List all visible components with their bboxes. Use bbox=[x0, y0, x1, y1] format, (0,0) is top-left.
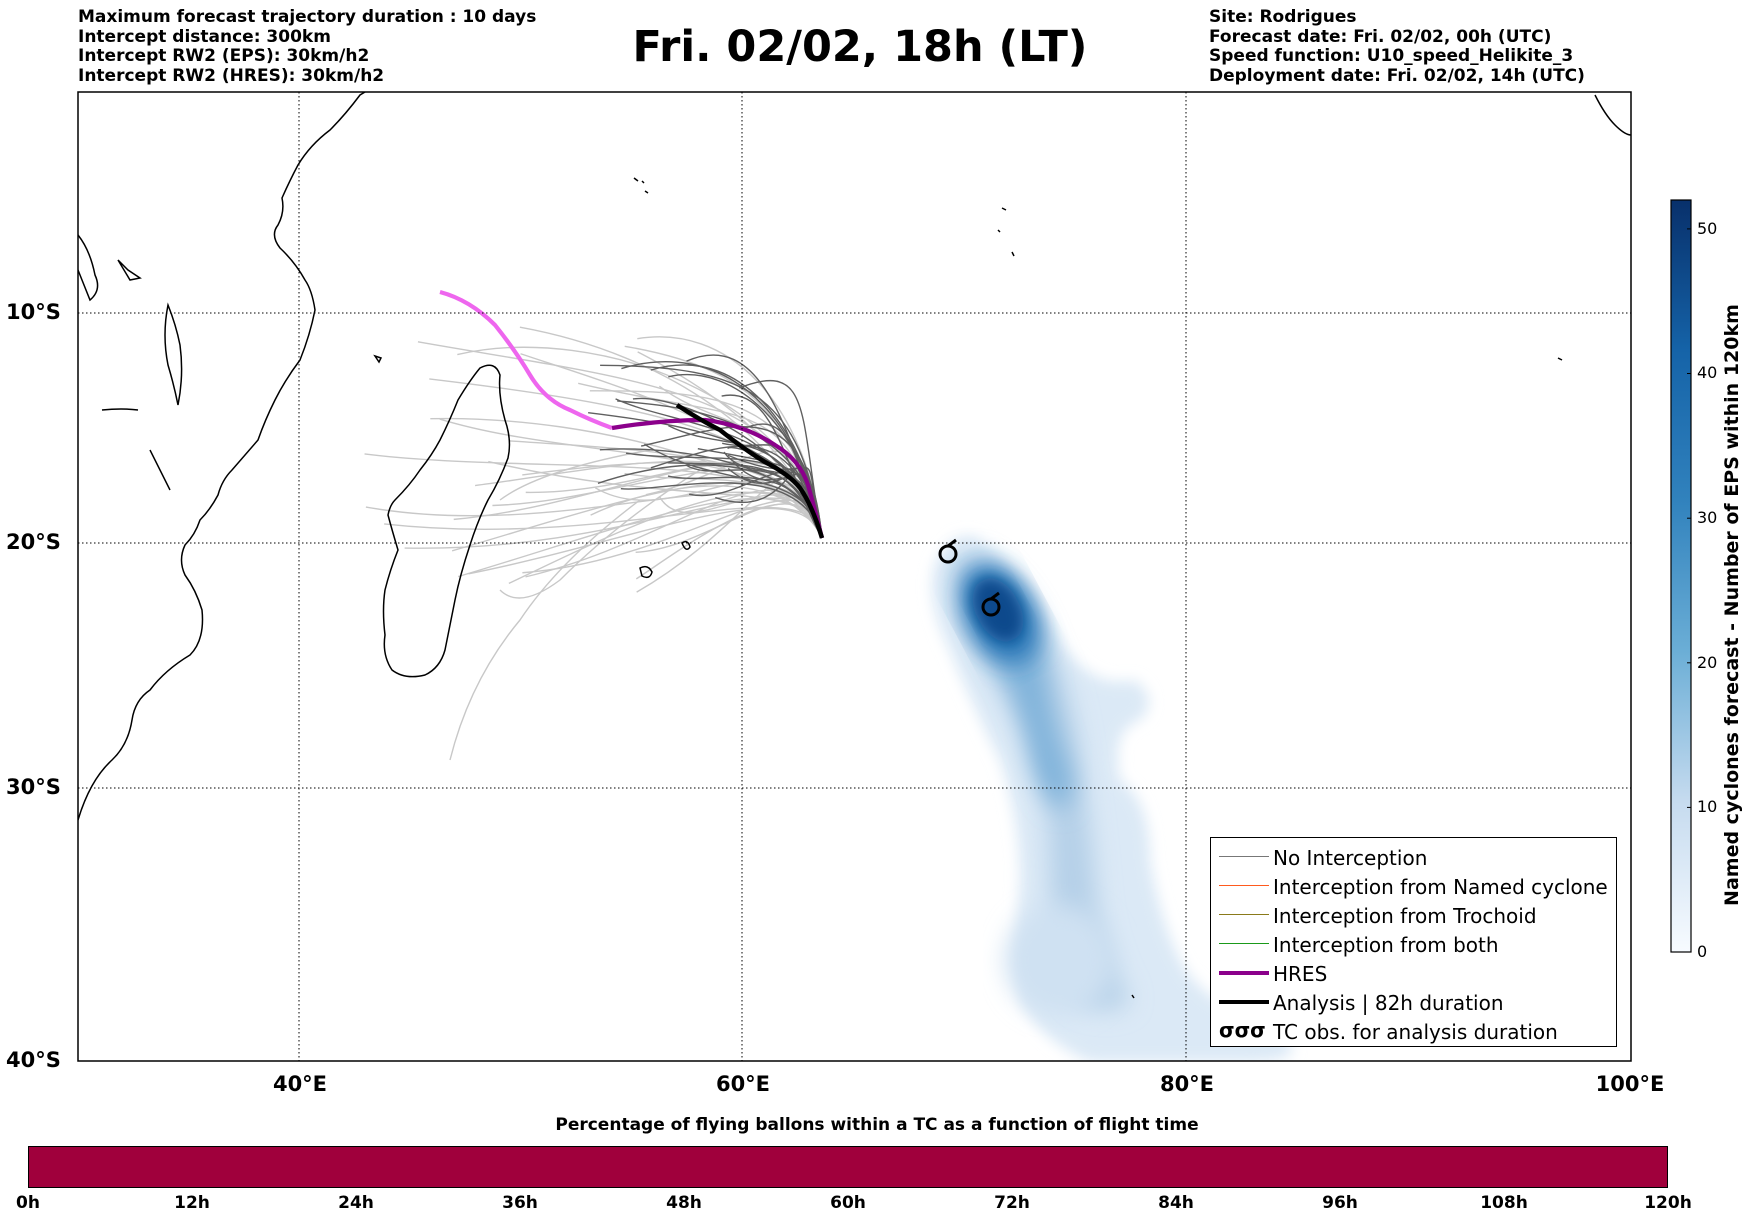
lon-label-80e: 80°E bbox=[1159, 1072, 1215, 1096]
legend-label: HRES bbox=[1273, 962, 1328, 986]
flight-time-label: 36h bbox=[502, 1193, 538, 1213]
legend-item: σσσ TC obs. for analysis duration bbox=[1211, 1018, 1616, 1047]
cyclone-density-field bbox=[932, 536, 1293, 1061]
lat-label-40s: 40°S bbox=[6, 1048, 61, 1072]
ensemble-trajectory bbox=[384, 506, 823, 539]
hres-track bbox=[611, 417, 825, 539]
legend-label: Interception from Trochoid bbox=[1273, 904, 1537, 928]
page-title: Fri. 02/02, 18h (LT) bbox=[632, 22, 1088, 72]
colorbar-tick-10: 10 bbox=[1697, 797, 1718, 816]
legend-item: No Interception bbox=[1211, 844, 1616, 873]
colorbar-tick-40: 40 bbox=[1697, 363, 1718, 382]
island-mauritius bbox=[681, 540, 691, 550]
flight-time-label: 120h bbox=[1644, 1193, 1692, 1213]
ensemble-trajectory bbox=[640, 425, 823, 539]
legend-label: TC obs. for analysis duration bbox=[1273, 1020, 1558, 1044]
header-site: Site: Rodrigues bbox=[1209, 7, 1357, 27]
lat-label-10s: 10°S bbox=[6, 300, 61, 324]
flight-time-label: 108h bbox=[1480, 1193, 1528, 1213]
island-amsterdam bbox=[1131, 994, 1135, 999]
legend-label: Analysis | 82h duration bbox=[1273, 991, 1504, 1015]
lat-label-30s: 30°S bbox=[6, 775, 61, 799]
lon-label-100e: 100°E bbox=[1595, 1072, 1665, 1096]
header-intercept-hres: Intercept RW2 (HRES): 30km/h2 bbox=[78, 65, 385, 86]
ensemble-trajectory bbox=[667, 462, 823, 539]
colorbar-ticks bbox=[1687, 228, 1691, 953]
map-frame bbox=[77, 91, 1632, 1062]
ensemble-trajectory bbox=[468, 507, 823, 575]
chagos bbox=[997, 207, 1015, 257]
legend-label: Interception from both bbox=[1273, 933, 1499, 957]
island-rodrigues bbox=[1557, 357, 1563, 361]
lon-label-60e: 60°E bbox=[715, 1072, 771, 1096]
colorbar-tick-0: 0 bbox=[1697, 942, 1708, 961]
legend-item: Analysis | 82h duration bbox=[1211, 989, 1616, 1018]
header-right: Site: Rodrigues Forecast date: Fri. 02/0… bbox=[1209, 7, 1585, 86]
africa-coast bbox=[78, 92, 366, 821]
ensemble-trajectory bbox=[590, 485, 823, 539]
lon-label-40e: 40°E bbox=[272, 1072, 328, 1096]
flight-time-label: 48h bbox=[666, 1193, 702, 1213]
ensemble-trajectory bbox=[499, 449, 651, 501]
legend-item: Interception from both bbox=[1211, 931, 1616, 960]
colorbar-label: Named cyclones forecast - Number of EPS … bbox=[1721, 304, 1743, 906]
legend-label: Interception from Named cyclone bbox=[1273, 875, 1608, 899]
header-forecast-date: Forecast date: Fri. 02/02, 00h (UTC) bbox=[1209, 26, 1552, 47]
colorbar-tick-20: 20 bbox=[1697, 653, 1718, 672]
flight-time-label: 12h bbox=[174, 1193, 210, 1213]
gridlines bbox=[78, 92, 1631, 1061]
legend-swatch bbox=[1219, 914, 1269, 916]
island-reunion bbox=[639, 565, 653, 579]
ensemble-trajectory bbox=[449, 499, 641, 761]
legend-label: No Interception bbox=[1273, 846, 1428, 870]
header-deployment-date: Deployment date: Fri. 02/02, 14h (UTC) bbox=[1209, 65, 1585, 86]
hres-track-pink bbox=[439, 289, 613, 430]
flight-time-label: 96h bbox=[1322, 1193, 1358, 1213]
colorbar-tick-50: 50 bbox=[1697, 219, 1718, 238]
legend-swatch bbox=[1219, 885, 1269, 887]
island-comoros bbox=[373, 354, 383, 364]
flight-time-title: Percentage of flying ballons within a TC… bbox=[555, 1115, 1199, 1135]
colorbar bbox=[1670, 199, 1692, 953]
flight-time-label: 0h bbox=[16, 1193, 40, 1213]
coastlines bbox=[78, 92, 1631, 999]
tc-obs-icon: σσσ bbox=[1219, 1018, 1266, 1042]
ensemble-trajectory bbox=[499, 469, 701, 599]
tc-obs-markers bbox=[938, 538, 1001, 617]
legend-item: Interception from Trochoid bbox=[1211, 902, 1616, 931]
ensemble-trajectory bbox=[739, 379, 823, 539]
legend-swatch bbox=[1219, 856, 1269, 858]
flight-time-label: 60h bbox=[830, 1193, 866, 1213]
legend-swatch bbox=[1219, 971, 1269, 975]
lat-label-20s: 20°S bbox=[6, 530, 61, 554]
seychelles bbox=[633, 177, 649, 194]
legend-swatch bbox=[1219, 943, 1269, 945]
header-left: Maximum forecast trajectory duration : 1… bbox=[78, 7, 537, 86]
flight-time-label: 24h bbox=[338, 1193, 374, 1213]
madagascar-coast bbox=[382, 364, 511, 678]
legend-swatch bbox=[1219, 1000, 1269, 1004]
legend-item: HRES bbox=[1211, 960, 1616, 989]
ensemble-trajectory bbox=[620, 482, 823, 539]
flight-time-label: 72h bbox=[994, 1193, 1030, 1213]
colorbar-tick-30: 30 bbox=[1697, 508, 1718, 527]
header-max-duration: Maximum forecast trajectory duration : 1… bbox=[78, 7, 537, 27]
header-intercept-eps: Intercept RW2 (EPS): 30km/h2 bbox=[78, 46, 370, 66]
legend-item: Interception from Named cyclone bbox=[1211, 873, 1616, 902]
arabia-coast bbox=[78, 234, 99, 302]
flight-time-label: 84h bbox=[1158, 1193, 1194, 1213]
header-speed-function: Speed function: U10_speed_Helikite_3 bbox=[1209, 46, 1574, 66]
header-intercept-distance: Intercept distance: 300km bbox=[78, 26, 331, 47]
ensemble-trajectory bbox=[525, 489, 823, 578]
analysis-track bbox=[675, 403, 825, 539]
legend: No Interception Interception from Named … bbox=[1210, 837, 1617, 1047]
flight-time-bar bbox=[28, 1146, 1668, 1188]
